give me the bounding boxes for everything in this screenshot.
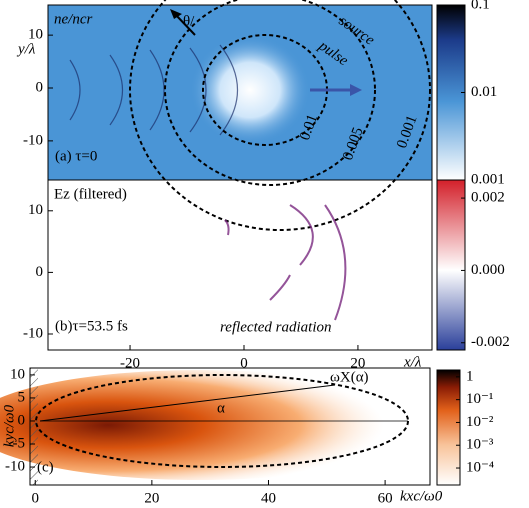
colorbar-tick-label: 10⁻¹ bbox=[466, 391, 493, 407]
panel-label: ne/ncr bbox=[54, 11, 92, 27]
y-tick-label: 10 bbox=[10, 366, 25, 382]
x-tick-label: 60 bbox=[378, 490, 393, 506]
y-tick-label: 5 bbox=[18, 389, 26, 405]
colorbar bbox=[437, 5, 465, 180]
annotation: (c) bbox=[37, 459, 54, 475]
colorbar-tick-label: 0.002 bbox=[471, 190, 505, 206]
x-tick-label: -20 bbox=[120, 355, 140, 371]
colorbar-tick-label: 10⁻⁴ bbox=[466, 459, 494, 475]
figure: ne/ncr (a) τ=0 θ/ source pulse 0.01 0.00… bbox=[0, 0, 529, 508]
colorbar-tick-label: -0.002 bbox=[471, 334, 510, 350]
annotation: (b)τ=53.5 fs bbox=[55, 318, 128, 334]
colorbar bbox=[437, 180, 465, 350]
annotation: (a) τ=0 bbox=[55, 148, 97, 164]
y-tick-label: -10 bbox=[23, 132, 43, 148]
x-tick-label: 20 bbox=[144, 490, 159, 506]
x-tick-label: 40 bbox=[261, 490, 276, 506]
density-cavity bbox=[190, 35, 310, 145]
colorbar-tick-label: 10⁻² bbox=[466, 414, 494, 430]
angle-label: α bbox=[217, 400, 225, 416]
y-axis-label: y/λ bbox=[16, 41, 36, 57]
x-tick-label: 0 bbox=[240, 355, 248, 371]
annotation: ωX(α) bbox=[330, 369, 369, 385]
x-tick-label: 0 bbox=[31, 490, 39, 506]
colorbar-tick-label: 10⁻³ bbox=[466, 437, 494, 453]
angle-label: θ/ bbox=[183, 13, 195, 29]
x-axis-label: kxc/ω0 bbox=[400, 488, 443, 504]
colorbar-tick-label: 0.1 bbox=[471, 0, 490, 12]
colorbar-tick-label: 0.01 bbox=[471, 84, 497, 100]
y-tick-label: -5 bbox=[13, 435, 26, 451]
panel-c: ωX(α) α (c) kyc/ω0 kxc/ω0 bbox=[0, 368, 460, 504]
y-tick-label: 0 bbox=[36, 79, 44, 95]
y-tick-label: 0 bbox=[36, 264, 44, 280]
radiation-field bbox=[225, 205, 345, 320]
colorbar-tick-label: 1 bbox=[466, 368, 474, 384]
panel-b: Ez (filtered) (b)τ=53.5 fs reflected rad… bbox=[48, 180, 465, 370]
y-tick-label: 0 bbox=[18, 412, 26, 428]
colorbar-tick-label: 0.000 bbox=[471, 262, 505, 278]
y-tick-label: 10 bbox=[28, 27, 43, 43]
panel-label: Ez (filtered) bbox=[54, 186, 127, 202]
y-tick-label: -10 bbox=[23, 325, 43, 341]
y-tick-label: 10 bbox=[28, 202, 43, 218]
y-tick-label: -10 bbox=[5, 458, 25, 474]
colorbar-tick-label: 0.001 bbox=[471, 171, 505, 187]
spectrum bbox=[0, 370, 430, 480]
x-tick-label: 20 bbox=[350, 355, 365, 371]
note: reflected radiation bbox=[220, 319, 332, 335]
